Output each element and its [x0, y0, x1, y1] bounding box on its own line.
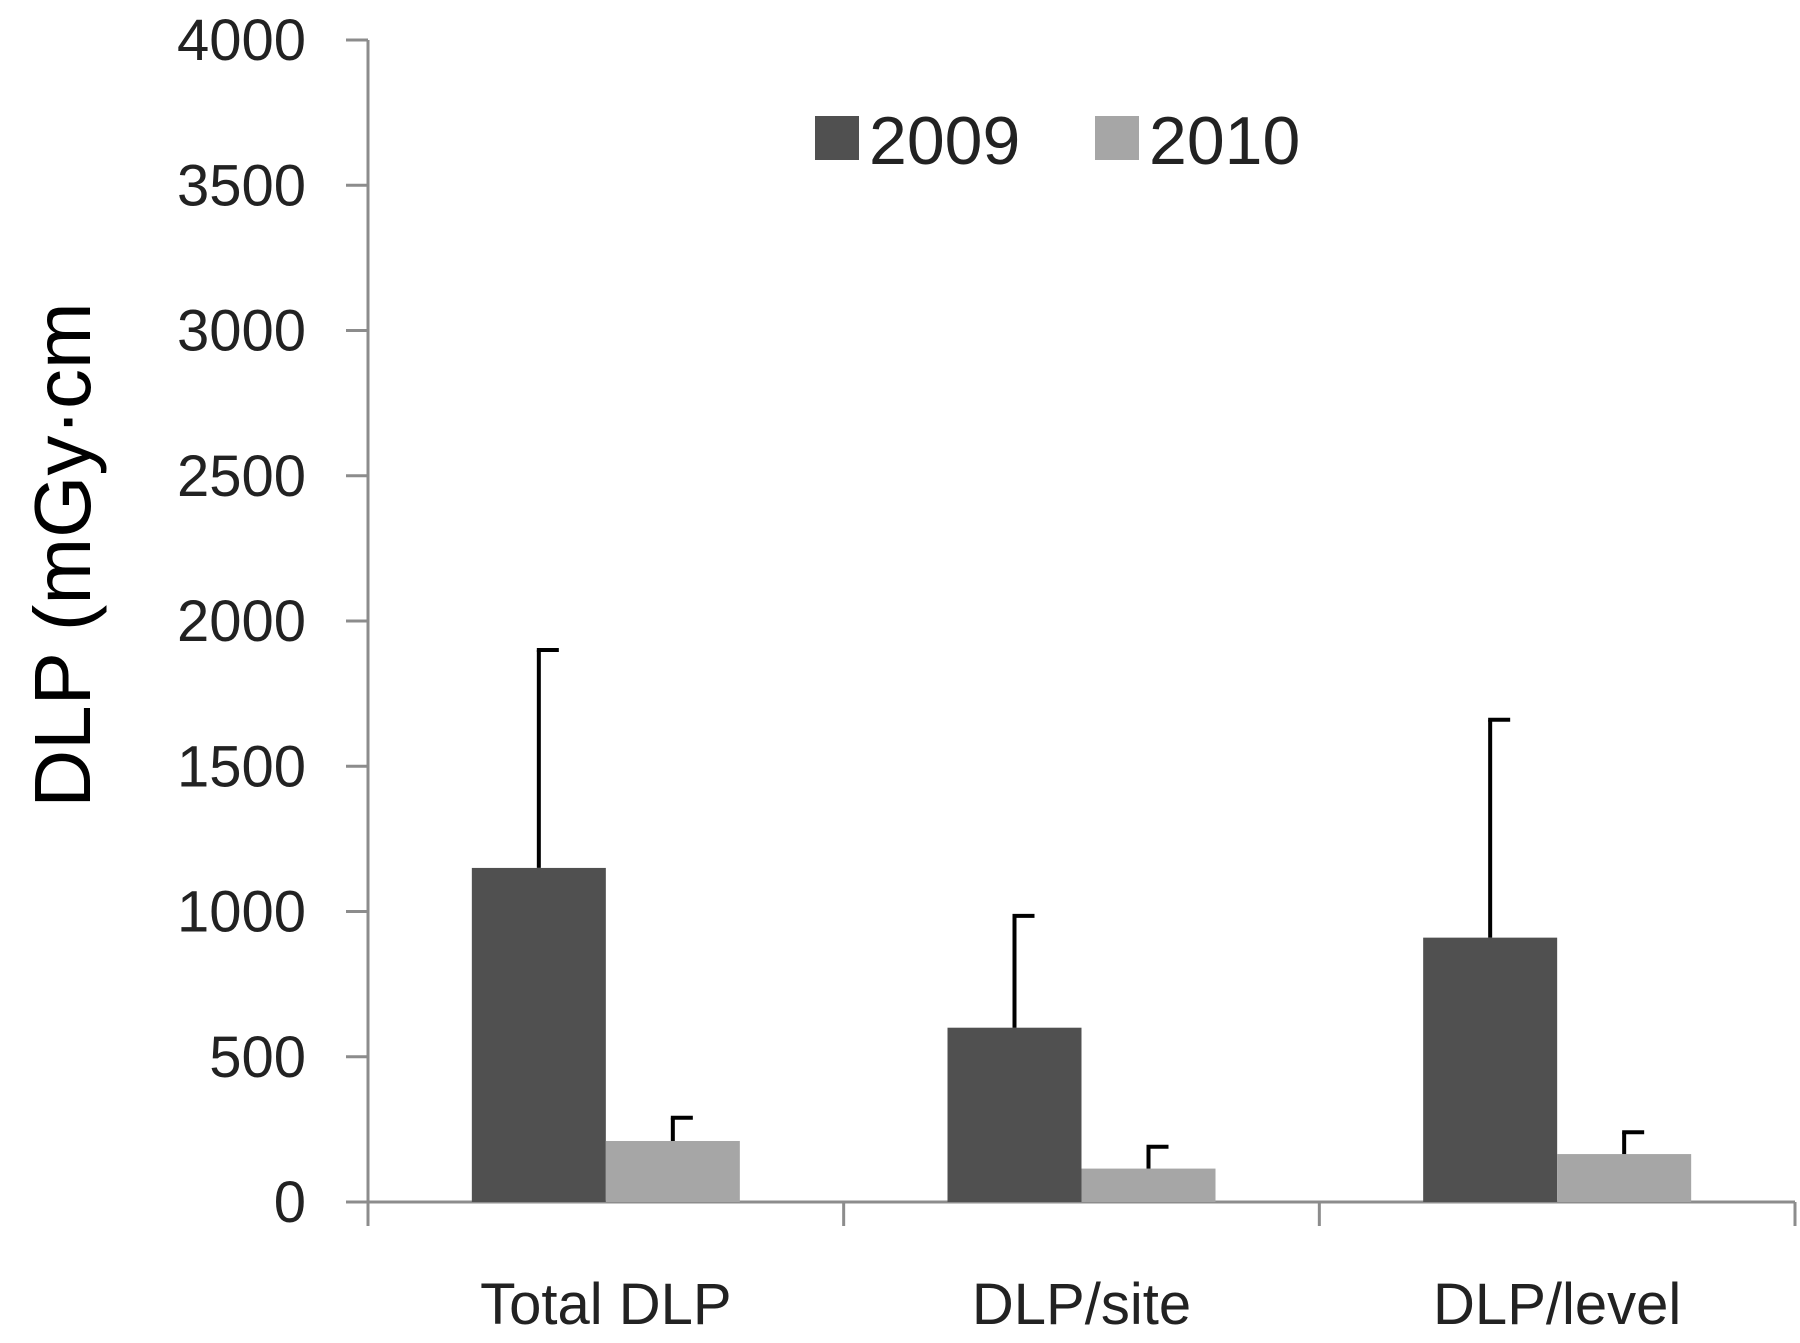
bar-2009-0	[471, 867, 606, 1202]
y-tick-label: 4000	[177, 8, 306, 73]
legend-swatch-2009	[815, 116, 859, 160]
bar-2009-1	[947, 1027, 1082, 1202]
labels: 0 500 1000 1500 2000 2500 3000 3500 4000 Total DL…	[18, 8, 1681, 1337]
y-tick-label: 2500	[177, 444, 306, 509]
legend-swatch-2010	[1095, 116, 1139, 160]
bar-2010-1	[1081, 1168, 1216, 1202]
bar-2010-0	[605, 1140, 740, 1202]
bar-2010-2	[1557, 1154, 1692, 1202]
legend: 2009 2010	[815, 103, 1300, 179]
y-tick-label: 3500	[177, 153, 306, 218]
y-tick-label: 1500	[177, 734, 306, 799]
bar-2009-2	[1423, 937, 1558, 1202]
legend-label-2009: 2009	[869, 103, 1020, 179]
y-tick-label: 0	[274, 1170, 306, 1235]
x-tick-label: DLP/level	[1433, 1272, 1681, 1337]
y-tick-label: 2000	[177, 589, 306, 654]
y-axis-label: DLP (mGy·cm	[18, 302, 107, 807]
y-tick-label: 500	[209, 1025, 306, 1090]
y-tick-label: 1000	[177, 880, 306, 945]
legend-label-2010: 2010	[1149, 103, 1300, 179]
x-tick-label: DLP/site	[972, 1272, 1191, 1337]
bars	[471, 648, 1692, 1202]
x-tick-label: Total DLP	[480, 1272, 731, 1337]
y-tick-label: 3000	[177, 299, 306, 364]
